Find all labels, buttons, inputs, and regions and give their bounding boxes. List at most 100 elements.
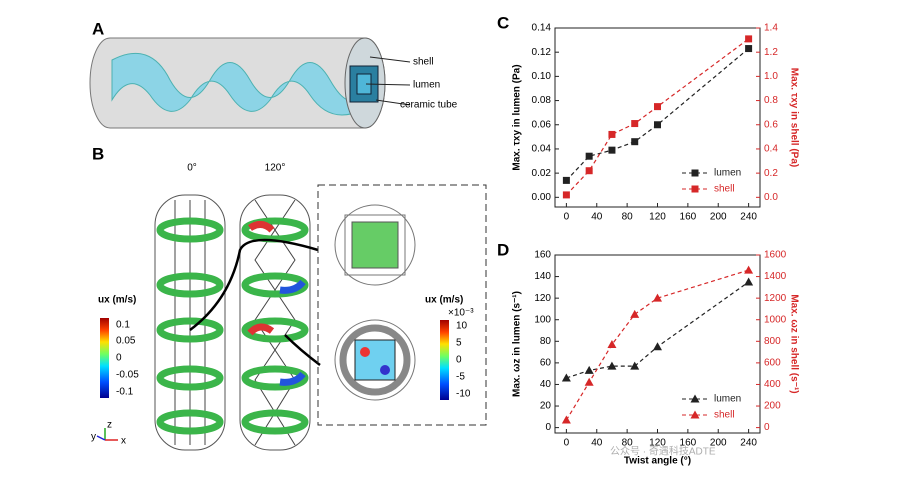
marker — [654, 121, 661, 129]
x-tick-label: 120 — [649, 212, 666, 223]
x-tick-label: 200 — [710, 438, 727, 449]
legend-label: lumen — [714, 168, 741, 179]
marker — [561, 415, 571, 424]
y-tick-label: 80 — [540, 336, 552, 347]
angle-label: 0° — [187, 163, 197, 174]
callout: lumen — [413, 80, 440, 91]
marker — [631, 138, 639, 146]
marker — [744, 277, 754, 286]
y-tick-label: 20 — [540, 401, 552, 412]
y-tick-label: 0.14 — [532, 23, 552, 34]
y-tick-label: 0.00 — [532, 192, 552, 203]
marker — [745, 35, 753, 43]
x-tick-label: 200 — [710, 212, 727, 223]
y-tick-label: 0.12 — [532, 47, 552, 58]
colorbar-tick: 0 — [456, 355, 462, 366]
colorbar-title: ux (m/s) — [98, 295, 136, 306]
watermark: 公众号 · 奇遇科技ADTE — [610, 445, 716, 458]
plot-frame — [554, 27, 761, 208]
y-tick-label: 120 — [534, 293, 551, 304]
legend-label: lumen — [714, 394, 741, 405]
marker — [607, 361, 617, 370]
y2-tick-label: 0.4 — [764, 144, 778, 155]
x-tick-label: 160 — [680, 212, 697, 223]
x-tick-label: 240 — [740, 212, 757, 223]
y2-tick-label: 1.0 — [764, 71, 778, 82]
x-tick-label: 40 — [591, 212, 603, 223]
colorbar-title: ux (m/s) — [425, 295, 463, 306]
y2-tick-label: 600 — [764, 358, 781, 369]
y-tick-label: 60 — [540, 358, 552, 369]
y2-tick-label: 0.6 — [764, 119, 778, 130]
cylinder — [89, 37, 411, 129]
marker — [630, 309, 640, 318]
marker — [584, 365, 594, 374]
y-tick-label: 40 — [540, 379, 552, 390]
angle-label: 120° — [265, 163, 286, 174]
x-tick-label: 40 — [591, 438, 603, 449]
y2-axis-label: Max. ωz in shell (s⁻¹) — [788, 294, 799, 393]
marker — [585, 152, 593, 160]
marker — [653, 293, 662, 302]
panel-label: B — [92, 144, 104, 163]
legend-marker — [691, 169, 699, 177]
y2-tick-label: 1200 — [764, 293, 787, 304]
marker — [562, 191, 570, 199]
marker — [608, 146, 616, 154]
y-tick-label: 0.02 — [532, 168, 552, 179]
axis-letter: x — [121, 436, 126, 447]
y2-tick-label: 800 — [764, 336, 781, 347]
colorbar-tick: 0.1 — [116, 320, 130, 331]
colorbar-tick: -0.05 — [116, 370, 139, 381]
y2-tick-label: 0.2 — [764, 168, 778, 179]
y2-tick-label: 0.0 — [764, 192, 778, 203]
y-tick-label: 140 — [534, 271, 551, 282]
marker — [745, 45, 753, 53]
y2-tick-label: 1000 — [764, 314, 787, 325]
callout: shell — [413, 57, 434, 68]
y2-tick-label: 1400 — [764, 271, 787, 282]
colorbar-scale: ×10⁻³ — [448, 308, 474, 319]
y-tick-label: 100 — [534, 314, 551, 325]
x-tick-label: 80 — [622, 438, 634, 449]
axis-letter: y — [91, 432, 96, 443]
y2-tick-label: 0.8 — [764, 95, 778, 106]
colorbar-tick: -0.1 — [116, 387, 134, 398]
marker — [608, 130, 616, 138]
colorbar — [100, 318, 109, 398]
legend-label: shell — [714, 184, 735, 195]
colorbar-tick: 5 — [456, 338, 462, 349]
y-axis-label: Max. τxy in lumen (Pa) — [512, 64, 523, 170]
panel-label: C — [497, 13, 509, 32]
y-tick-label: 0 — [545, 422, 551, 433]
colorbar-tick: 10 — [456, 321, 468, 332]
series-line — [565, 269, 749, 421]
y2-tick-label: 1.2 — [764, 47, 778, 58]
legend-marker — [691, 185, 699, 193]
y-tick-label: 0.04 — [532, 144, 552, 155]
series-line — [565, 38, 749, 196]
y2-tick-label: 1.4 — [764, 23, 778, 34]
x-tick-label: 160 — [680, 438, 697, 449]
y2-tick-label: 0 — [764, 422, 770, 433]
axis-triad — [96, 428, 118, 441]
x-tick-label: 80 — [622, 212, 634, 223]
series-line — [566, 281, 749, 379]
marker — [562, 176, 570, 184]
y2-axis-label: Max. τxy in shell (Pa) — [788, 68, 799, 168]
marker — [585, 167, 593, 175]
y2-tick-label: 200 — [764, 401, 781, 412]
x-tick-label: 120 — [649, 438, 666, 449]
axis-letter: z — [107, 420, 112, 431]
callout: ceramic tube — [400, 100, 458, 111]
y-tick-label: 0.10 — [532, 71, 552, 82]
y-tick-label: 0.08 — [532, 95, 552, 106]
y2-tick-label: 400 — [764, 379, 781, 390]
panel-label: A — [92, 19, 104, 38]
colorbar-tick: -10 — [456, 389, 471, 400]
marker — [631, 120, 639, 128]
colorbar-tick: 0 — [116, 353, 122, 364]
legend-marker — [690, 394, 700, 403]
marker — [630, 361, 640, 370]
legend-marker — [690, 410, 700, 419]
